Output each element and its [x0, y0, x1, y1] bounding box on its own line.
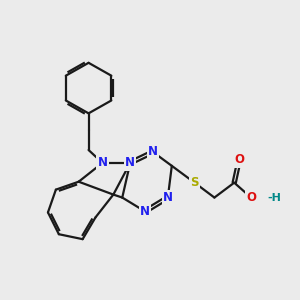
Text: N: N	[140, 205, 150, 218]
Text: N: N	[163, 191, 173, 204]
Text: O: O	[246, 191, 256, 204]
Text: N: N	[125, 156, 135, 170]
Text: -H: -H	[267, 193, 281, 202]
Text: S: S	[190, 176, 199, 189]
Text: N: N	[98, 156, 107, 170]
Text: O: O	[234, 153, 244, 167]
Text: N: N	[148, 146, 158, 158]
